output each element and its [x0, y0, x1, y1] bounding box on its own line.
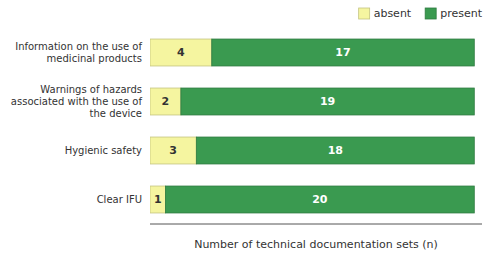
- y-tick-label: Hygienic safety: [65, 145, 142, 156]
- data-label: 1: [154, 193, 162, 206]
- bar: [196, 137, 474, 164]
- data-label: 4: [177, 46, 185, 59]
- legend-item: present: [425, 7, 483, 20]
- bar: [150, 39, 212, 66]
- data-label: 17: [335, 46, 350, 59]
- data-label: 20: [312, 193, 328, 206]
- legend-swatch: [359, 8, 370, 19]
- data-label: 18: [328, 144, 343, 157]
- legend-label: absent: [374, 7, 412, 20]
- bar: [150, 88, 181, 115]
- y-tick-label: Warnings of hazardsassociated with the u…: [11, 84, 143, 119]
- x-axis-label: Number of technical documentation sets (…: [194, 238, 438, 251]
- legend: absent present: [359, 7, 483, 20]
- bar: [181, 88, 474, 115]
- bar: [150, 186, 165, 213]
- chart-container: 1 20 3 18 2 19 4 17 Clear IFU Hygienic safety Warn…: [0, 0, 494, 258]
- legend-label: present: [440, 7, 483, 20]
- x-axis-line: [150, 224, 482, 225]
- data-label: 3: [169, 144, 177, 157]
- legend-item: absent: [359, 7, 412, 20]
- chart: 1 20 3 18 2 19 4 17 Clear IFU Hygienic safety Warn…: [0, 0, 494, 258]
- bars: [150, 39, 474, 213]
- bar: [212, 39, 475, 66]
- y-tick-label: Information on the use ofmedicinal produ…: [15, 41, 142, 64]
- legend-swatch: [425, 8, 436, 19]
- data-label: 2: [162, 95, 170, 108]
- bar: [165, 186, 474, 213]
- data-label: 19: [320, 95, 335, 108]
- bar: [150, 137, 196, 164]
- data-labels: 1 20 3 18 2 19 4 17: [154, 46, 351, 206]
- y-tick-label: Clear IFU: [97, 194, 142, 205]
